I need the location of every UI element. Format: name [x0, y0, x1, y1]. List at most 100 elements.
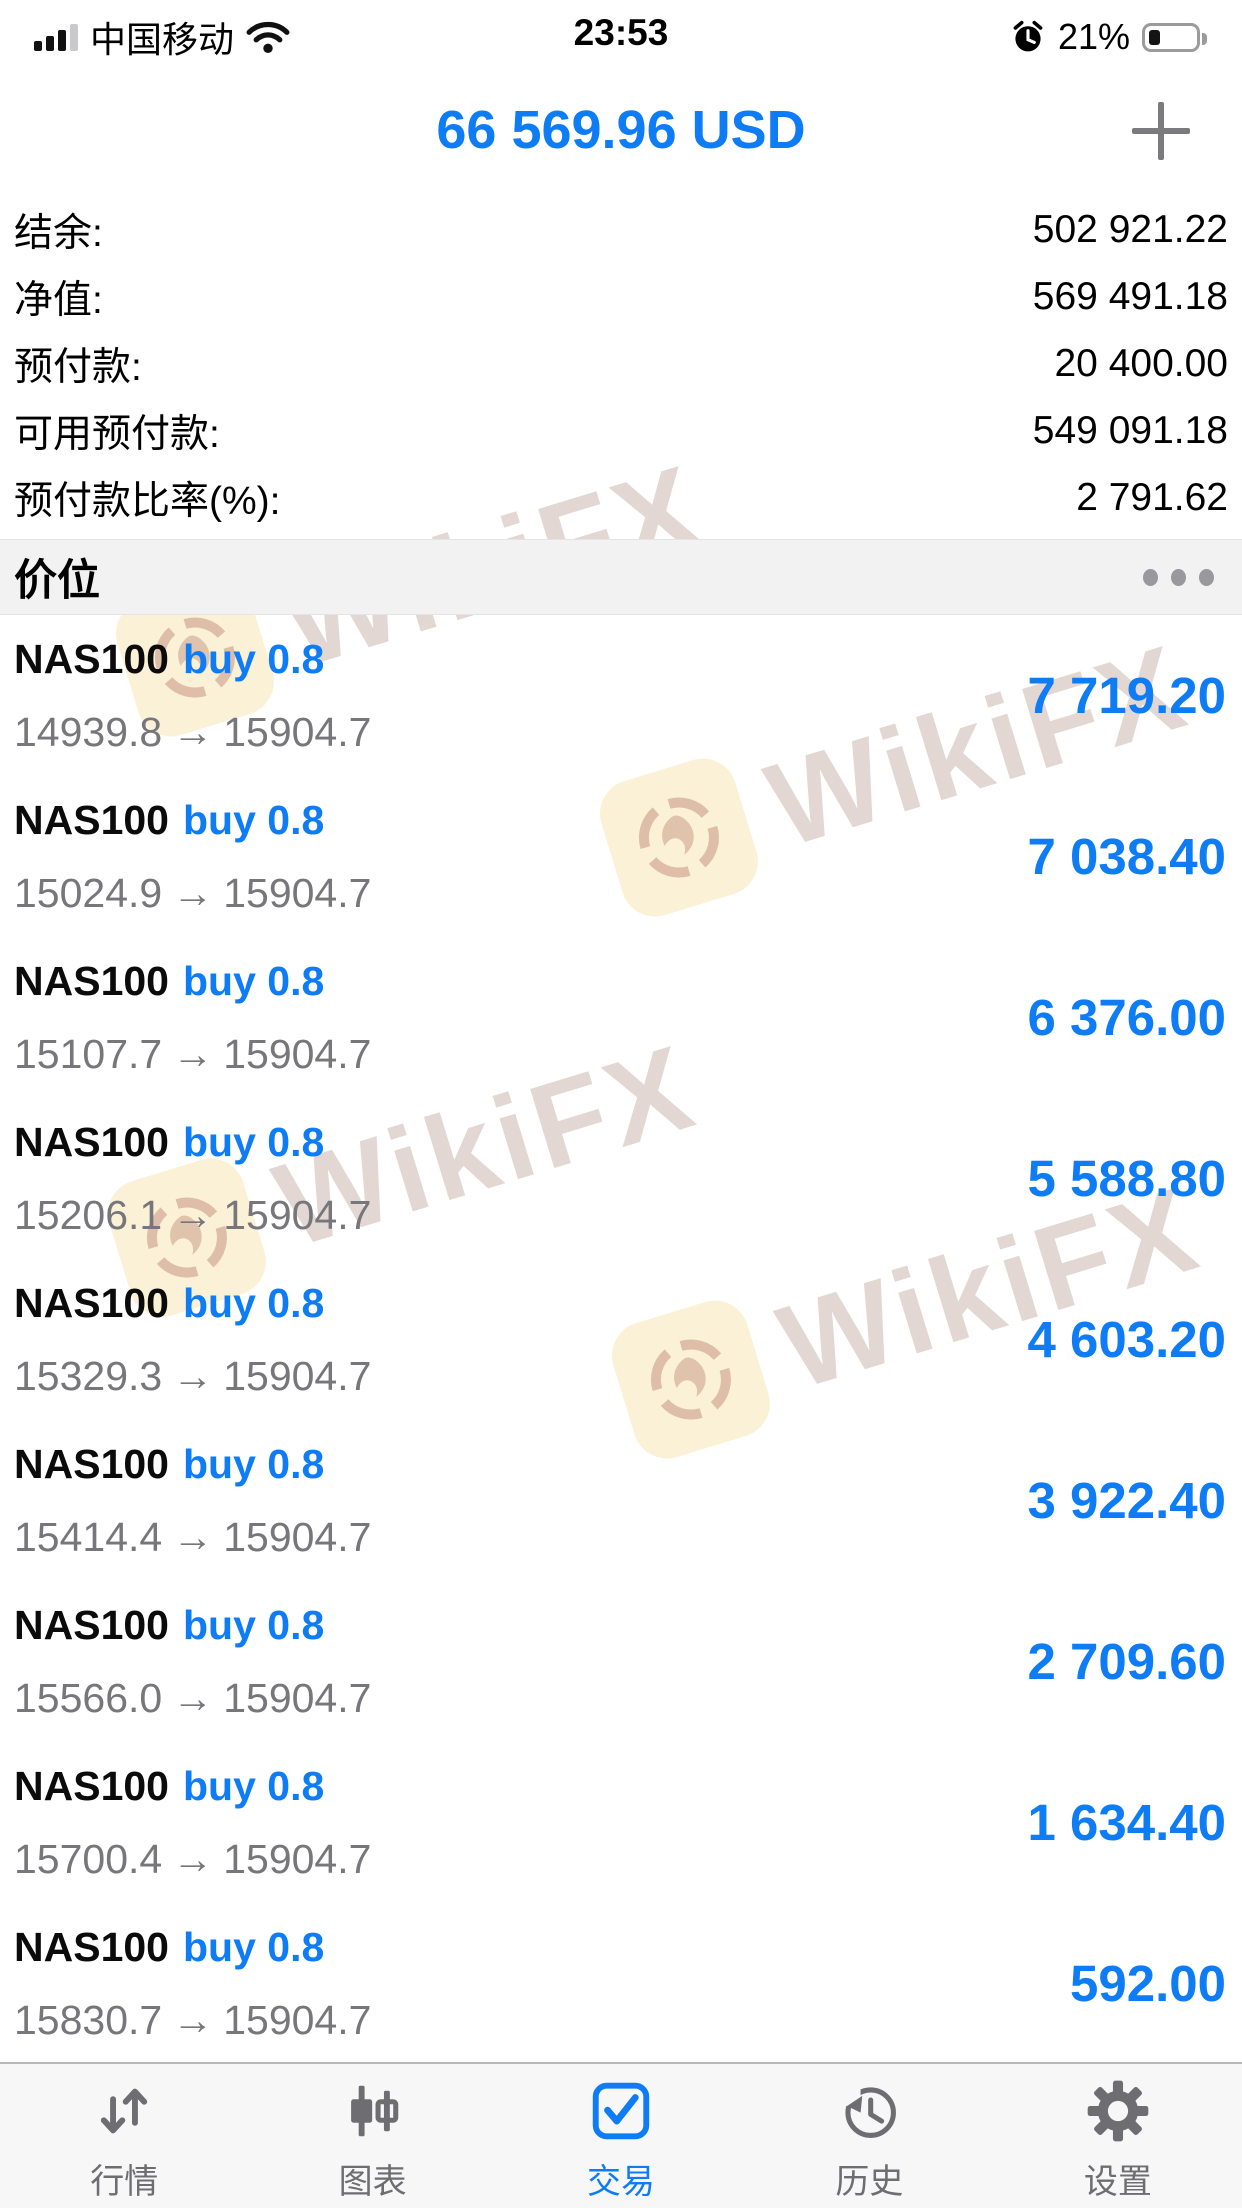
position-symbol: NAS100 [14, 957, 169, 1004]
arrow-right-icon: → [172, 1030, 214, 1077]
position-symbol: NAS100 [14, 1923, 169, 1970]
position-info: NAS100 buy 0.8 15206.1 → 15904.7 [14, 1119, 371, 1239]
position-profit: 3 922.40 [1027, 1472, 1226, 1529]
position-info: NAS100 buy 0.8 15830.7 → 15904.7 [14, 1924, 371, 2044]
quotes-arrows-icon [92, 2078, 156, 2144]
position-side-volume: buy 0.8 [182, 1923, 325, 1970]
candlestick-chart-icon [341, 2078, 405, 2144]
position-current-price: 15904.7 [223, 1996, 372, 2043]
position-open-price: 15329.3 [14, 1352, 163, 1399]
account-row: 预付款比率(%): 2 791.62 [14, 464, 1228, 531]
trade-check-icon [589, 2078, 653, 2144]
battery-percent-label: 21% [1057, 16, 1130, 57]
tab-charts[interactable]: 图表 [248, 2064, 496, 2208]
position-row[interactable]: NAS100 buy 0.8 15107.7 → 15904.7 6 376.00 [0, 937, 1242, 1098]
position-symbol: NAS100 [14, 635, 169, 682]
arrow-right-icon: → [172, 1513, 214, 1560]
position-profit: 7 038.40 [1027, 828, 1226, 885]
account-row-value: 549 091.18 [1032, 408, 1228, 452]
cellular-signal-icon [34, 23, 78, 51]
account-row: 可用预付款: 549 091.18 [14, 397, 1228, 464]
account-row-label: 预付款比率(%): [14, 479, 281, 523]
tab-label: 设置 [1083, 2163, 1152, 2201]
arrow-right-icon: → [172, 708, 214, 755]
position-side-volume: buy 0.8 [182, 635, 325, 682]
position-row[interactable]: NAS100 buy 0.8 15414.4 → 15904.7 3 922.40 [0, 1420, 1242, 1581]
position-open-price: 15830.7 [14, 1996, 163, 2043]
history-clock-icon [837, 2078, 901, 2144]
account-row: 净值: 569 491.18 [14, 263, 1228, 330]
account-row-label: 结余: [14, 211, 103, 255]
account-row-value: 20 400.00 [1054, 341, 1228, 385]
tab-trade[interactable]: 交易 [497, 2064, 745, 2208]
position-symbol: NAS100 [14, 796, 169, 843]
position-profit: 1 634.40 [1027, 1794, 1226, 1851]
account-row-value: 2 791.62 [1076, 475, 1228, 519]
account-row-label: 净值: [14, 278, 103, 322]
position-side-volume: buy 0.8 [182, 1601, 325, 1648]
position-current-price: 15904.7 [223, 1674, 372, 1721]
position-info: NAS100 buy 0.8 15024.9 → 15904.7 [14, 797, 371, 917]
position-info: NAS100 buy 0.8 15107.7 → 15904.7 [14, 958, 371, 1078]
settings-gear-icon [1086, 2078, 1150, 2144]
arrow-right-icon: → [172, 1674, 214, 1721]
tab-history[interactable]: 历史 [745, 2064, 993, 2208]
total-funds-label: 66 569.96 USD [436, 100, 806, 160]
tab-settings[interactable]: 设置 [994, 2064, 1242, 2208]
position-info: NAS100 buy 0.8 15566.0 → 15904.7 [14, 1602, 371, 1722]
account-row: 结余: 502 921.22 [14, 196, 1228, 263]
position-current-price: 15904.7 [223, 708, 372, 755]
position-info: NAS100 buy 0.8 15329.3 → 15904.7 [14, 1280, 371, 1400]
position-symbol: NAS100 [14, 1440, 169, 1487]
ellipsis-icon[interactable] [1143, 559, 1214, 596]
position-open-price: 15566.0 [14, 1674, 163, 1721]
position-row[interactable]: NAS100 buy 0.8 15566.0 → 15904.7 2 709.60 [0, 1581, 1242, 1742]
position-profit: 7 719.20 [1027, 667, 1226, 724]
wifi-icon [246, 21, 290, 54]
account-header: 66 569.96 USD [0, 78, 1242, 182]
position-open-price: 15107.7 [14, 1030, 163, 1077]
position-symbol: NAS100 [14, 1601, 169, 1648]
tab-quotes[interactable]: 行情 [0, 2064, 248, 2208]
position-profit: 592.00 [1070, 1955, 1226, 2012]
position-info: NAS100 buy 0.8 14939.8 → 15904.7 [14, 636, 371, 756]
arrow-right-icon: → [172, 869, 214, 916]
position-row[interactable]: NAS100 buy 0.8 15830.7 → 15904.7 592.00 [0, 1903, 1242, 2064]
position-current-price: 15904.7 [223, 1352, 372, 1399]
positions-list: NAS100 buy 0.8 14939.8 → 15904.7 7 719.20 N… [0, 615, 1242, 2064]
section-title: 价位 [14, 557, 100, 605]
position-row[interactable]: NAS100 buy 0.8 14939.8 → 15904.7 7 719.20 [0, 615, 1242, 776]
position-profit: 5 588.80 [1027, 1150, 1226, 1207]
tab-label: 交易 [587, 2163, 656, 2201]
position-row[interactable]: NAS100 buy 0.8 15700.4 → 15904.7 1 634.40 [0, 1742, 1242, 1903]
arrow-right-icon: → [172, 1996, 214, 2043]
position-profit: 6 376.00 [1027, 989, 1226, 1046]
arrow-right-icon: → [172, 1835, 214, 1882]
position-current-price: 15904.7 [223, 869, 372, 916]
alarm-icon [1013, 20, 1043, 52]
bottom-tab-bar: 行情 图表 交易 [0, 2062, 1242, 2208]
position-row[interactable]: NAS100 buy 0.8 15329.3 → 15904.7 4 603.20 [0, 1259, 1242, 1420]
add-order-button[interactable] [1132, 102, 1190, 160]
position-open-price: 14939.8 [14, 708, 163, 755]
battery-icon [1142, 22, 1207, 52]
position-side-volume: buy 0.8 [182, 1440, 325, 1487]
account-row-value: 569 491.18 [1032, 274, 1228, 318]
arrow-right-icon: → [172, 1191, 214, 1238]
position-symbol: NAS100 [14, 1279, 169, 1326]
account-row-label: 预付款: [14, 345, 142, 389]
account-row-value: 502 921.22 [1032, 207, 1228, 251]
position-open-price: 15206.1 [14, 1191, 163, 1238]
position-side-volume: buy 0.8 [182, 796, 325, 843]
status-bar: 中国移动 23:53 21% [0, 0, 1242, 62]
position-side-volume: buy 0.8 [182, 1118, 325, 1165]
position-symbol: NAS100 [14, 1762, 169, 1809]
position-side-volume: buy 0.8 [182, 957, 325, 1004]
position-current-price: 15904.7 [223, 1835, 372, 1882]
position-current-price: 15904.7 [223, 1191, 372, 1238]
tab-label: 图表 [338, 2163, 407, 2201]
account-row-label: 可用预付款: [14, 412, 220, 456]
position-row[interactable]: NAS100 buy 0.8 15024.9 → 15904.7 7 038.40 [0, 776, 1242, 937]
position-row[interactable]: NAS100 buy 0.8 15206.1 → 15904.7 5 588.80 [0, 1098, 1242, 1259]
position-open-price: 15700.4 [14, 1835, 163, 1882]
